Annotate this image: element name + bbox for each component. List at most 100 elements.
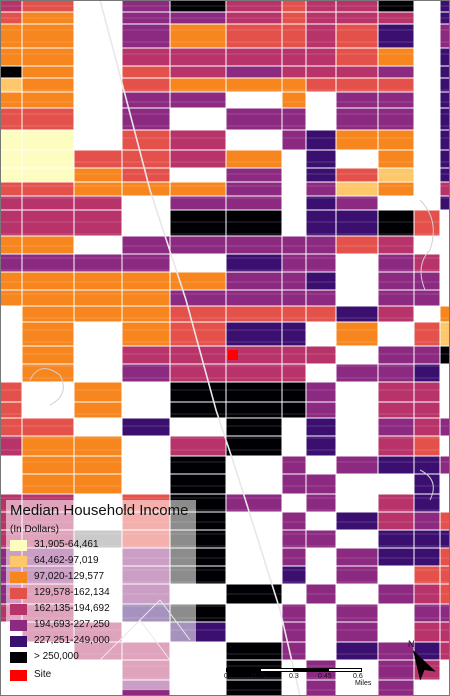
census-block[interactable]: [439, 493, 450, 513]
census-block[interactable]: [169, 417, 227, 437]
census-block[interactable]: [413, 65, 441, 79]
census-block[interactable]: [0, 289, 23, 307]
census-block[interactable]: [169, 91, 227, 109]
census-block[interactable]: [281, 493, 307, 513]
census-block[interactable]: [439, 659, 450, 681]
census-block[interactable]: [439, 511, 450, 531]
census-block[interactable]: [281, 129, 307, 151]
census-block[interactable]: [121, 181, 171, 197]
census-block[interactable]: [121, 209, 171, 237]
census-block[interactable]: [377, 493, 415, 513]
census-block[interactable]: [413, 271, 441, 291]
census-block[interactable]: [335, 167, 379, 183]
census-block[interactable]: [413, 253, 441, 273]
census-block[interactable]: [305, 129, 337, 151]
census-block[interactable]: [225, 381, 283, 403]
census-block[interactable]: [0, 435, 23, 457]
census-block[interactable]: [377, 167, 415, 183]
census-block[interactable]: [21, 129, 75, 151]
census-block[interactable]: [413, 363, 441, 383]
census-block[interactable]: [0, 167, 23, 183]
census-block[interactable]: [335, 363, 379, 383]
census-block[interactable]: [169, 129, 227, 151]
census-block[interactable]: [281, 529, 307, 549]
census-block[interactable]: [73, 289, 123, 307]
census-block[interactable]: [169, 289, 227, 307]
census-block[interactable]: [225, 167, 283, 183]
census-block[interactable]: [439, 621, 450, 643]
census-block[interactable]: [439, 417, 450, 437]
census-block[interactable]: [335, 435, 379, 457]
census-block[interactable]: [335, 493, 379, 513]
census-block[interactable]: [439, 641, 450, 661]
census-block[interactable]: [21, 381, 75, 403]
census-block[interactable]: [377, 455, 415, 475]
census-block[interactable]: [335, 511, 379, 531]
census-block[interactable]: [305, 363, 337, 383]
census-block[interactable]: [0, 47, 23, 67]
census-block[interactable]: [169, 345, 227, 365]
census-block[interactable]: [21, 271, 75, 291]
census-block[interactable]: [305, 253, 337, 273]
census-block[interactable]: [439, 209, 450, 237]
census-block[interactable]: [335, 455, 379, 475]
census-block[interactable]: [225, 417, 283, 437]
census-block[interactable]: [73, 167, 123, 183]
census-block[interactable]: [335, 47, 379, 67]
census-block[interactable]: [377, 23, 415, 49]
census-block[interactable]: [281, 455, 307, 475]
census-block[interactable]: [73, 235, 123, 255]
census-block[interactable]: [413, 129, 441, 151]
census-block[interactable]: [21, 91, 75, 109]
census-block[interactable]: [377, 473, 415, 495]
census-block[interactable]: [121, 289, 171, 307]
census-block[interactable]: [21, 401, 75, 419]
census-block[interactable]: [281, 641, 307, 661]
census-block[interactable]: [377, 381, 415, 403]
census-block[interactable]: [225, 271, 283, 291]
census-block[interactable]: [73, 305, 123, 323]
census-block[interactable]: [73, 65, 123, 79]
census-block[interactable]: [0, 417, 23, 437]
census-block[interactable]: [169, 363, 227, 383]
census-block[interactable]: [121, 473, 171, 495]
census-block[interactable]: [121, 455, 171, 475]
census-block[interactable]: [305, 603, 337, 623]
census-block[interactable]: [281, 547, 307, 567]
census-block[interactable]: [413, 473, 441, 495]
census-block[interactable]: [169, 455, 227, 475]
census-block[interactable]: [225, 473, 283, 495]
census-block[interactable]: [413, 235, 441, 255]
census-block[interactable]: [225, 65, 283, 79]
census-block[interactable]: [73, 253, 123, 273]
census-block[interactable]: [305, 181, 337, 197]
census-block[interactable]: [0, 345, 23, 365]
census-block[interactable]: [335, 547, 379, 567]
census-block[interactable]: [0, 363, 23, 383]
census-block[interactable]: [169, 253, 227, 273]
census-block[interactable]: [281, 289, 307, 307]
census-block[interactable]: [121, 363, 171, 383]
census-block[interactable]: [305, 107, 337, 131]
census-block[interactable]: [305, 235, 337, 255]
census-block[interactable]: [439, 345, 450, 365]
census-block[interactable]: [281, 181, 307, 197]
census-block[interactable]: [169, 65, 227, 79]
census-block[interactable]: [413, 345, 441, 365]
census-block[interactable]: [225, 23, 283, 49]
census-block[interactable]: [121, 345, 171, 365]
census-block[interactable]: [413, 209, 441, 237]
census-block[interactable]: [281, 363, 307, 383]
census-block[interactable]: [281, 603, 307, 623]
census-block[interactable]: [413, 167, 441, 183]
census-block[interactable]: [169, 381, 227, 403]
census-block[interactable]: [0, 65, 23, 79]
census-block[interactable]: [377, 435, 415, 457]
census-block[interactable]: [439, 473, 450, 495]
census-block[interactable]: [439, 23, 450, 49]
census-block[interactable]: [73, 417, 123, 437]
census-block[interactable]: [0, 209, 23, 237]
census-block[interactable]: [281, 565, 307, 585]
census-block[interactable]: [439, 305, 450, 323]
